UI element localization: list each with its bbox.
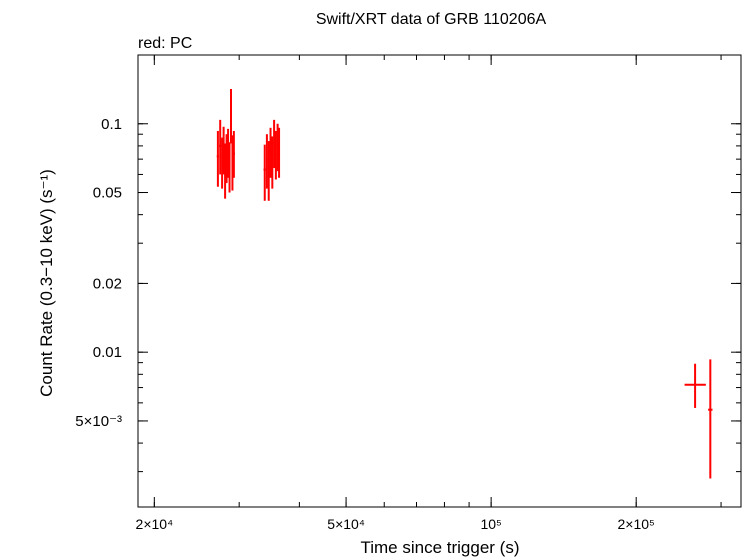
x-tick-label: 2×10⁵ bbox=[618, 516, 655, 532]
data-layer bbox=[216, 88, 713, 479]
data-point bbox=[219, 119, 222, 175]
data-point bbox=[274, 130, 277, 180]
chart-title: Swift/XRT data of GRB 110206A bbox=[316, 11, 547, 28]
x-axis-label: Time since trigger (s) bbox=[360, 538, 519, 557]
data-point bbox=[265, 134, 268, 189]
data-point bbox=[229, 88, 232, 144]
x-tick-label: 2×10⁴ bbox=[136, 516, 174, 532]
data-point bbox=[273, 119, 276, 169]
y-axis-label: Count Rate (0.3−10 keV) (s⁻¹) bbox=[37, 169, 56, 397]
y-tick-label: 5×10⁻³ bbox=[75, 413, 122, 430]
data-point bbox=[228, 142, 231, 193]
data-point bbox=[269, 127, 272, 178]
y-tick-label: 0.1 bbox=[101, 116, 122, 133]
data-point bbox=[216, 130, 220, 187]
chart-subtitle: red: PC bbox=[138, 35, 192, 52]
data-point bbox=[267, 141, 270, 201]
plot-frame bbox=[137, 54, 742, 508]
data-point bbox=[271, 136, 274, 189]
data-point bbox=[221, 137, 224, 189]
data-point bbox=[684, 363, 706, 408]
y-tick-label: 0.05 bbox=[93, 185, 122, 202]
y-tick-label: 0.02 bbox=[93, 275, 122, 292]
x-tick-label: 5×10⁴ bbox=[327, 516, 365, 532]
axes: 2×10⁴ 5×10⁴ 10⁵ 2×10⁵ 0.1 0.05 0.02 0.01 5×10⁻³ bbox=[75, 54, 742, 532]
data-point bbox=[232, 130, 235, 178]
data-point bbox=[278, 127, 281, 178]
data-point bbox=[708, 359, 713, 479]
data-point bbox=[263, 144, 266, 201]
x-tick-label: 10⁵ bbox=[480, 516, 501, 532]
y-tick-label: 0.01 bbox=[93, 344, 122, 361]
